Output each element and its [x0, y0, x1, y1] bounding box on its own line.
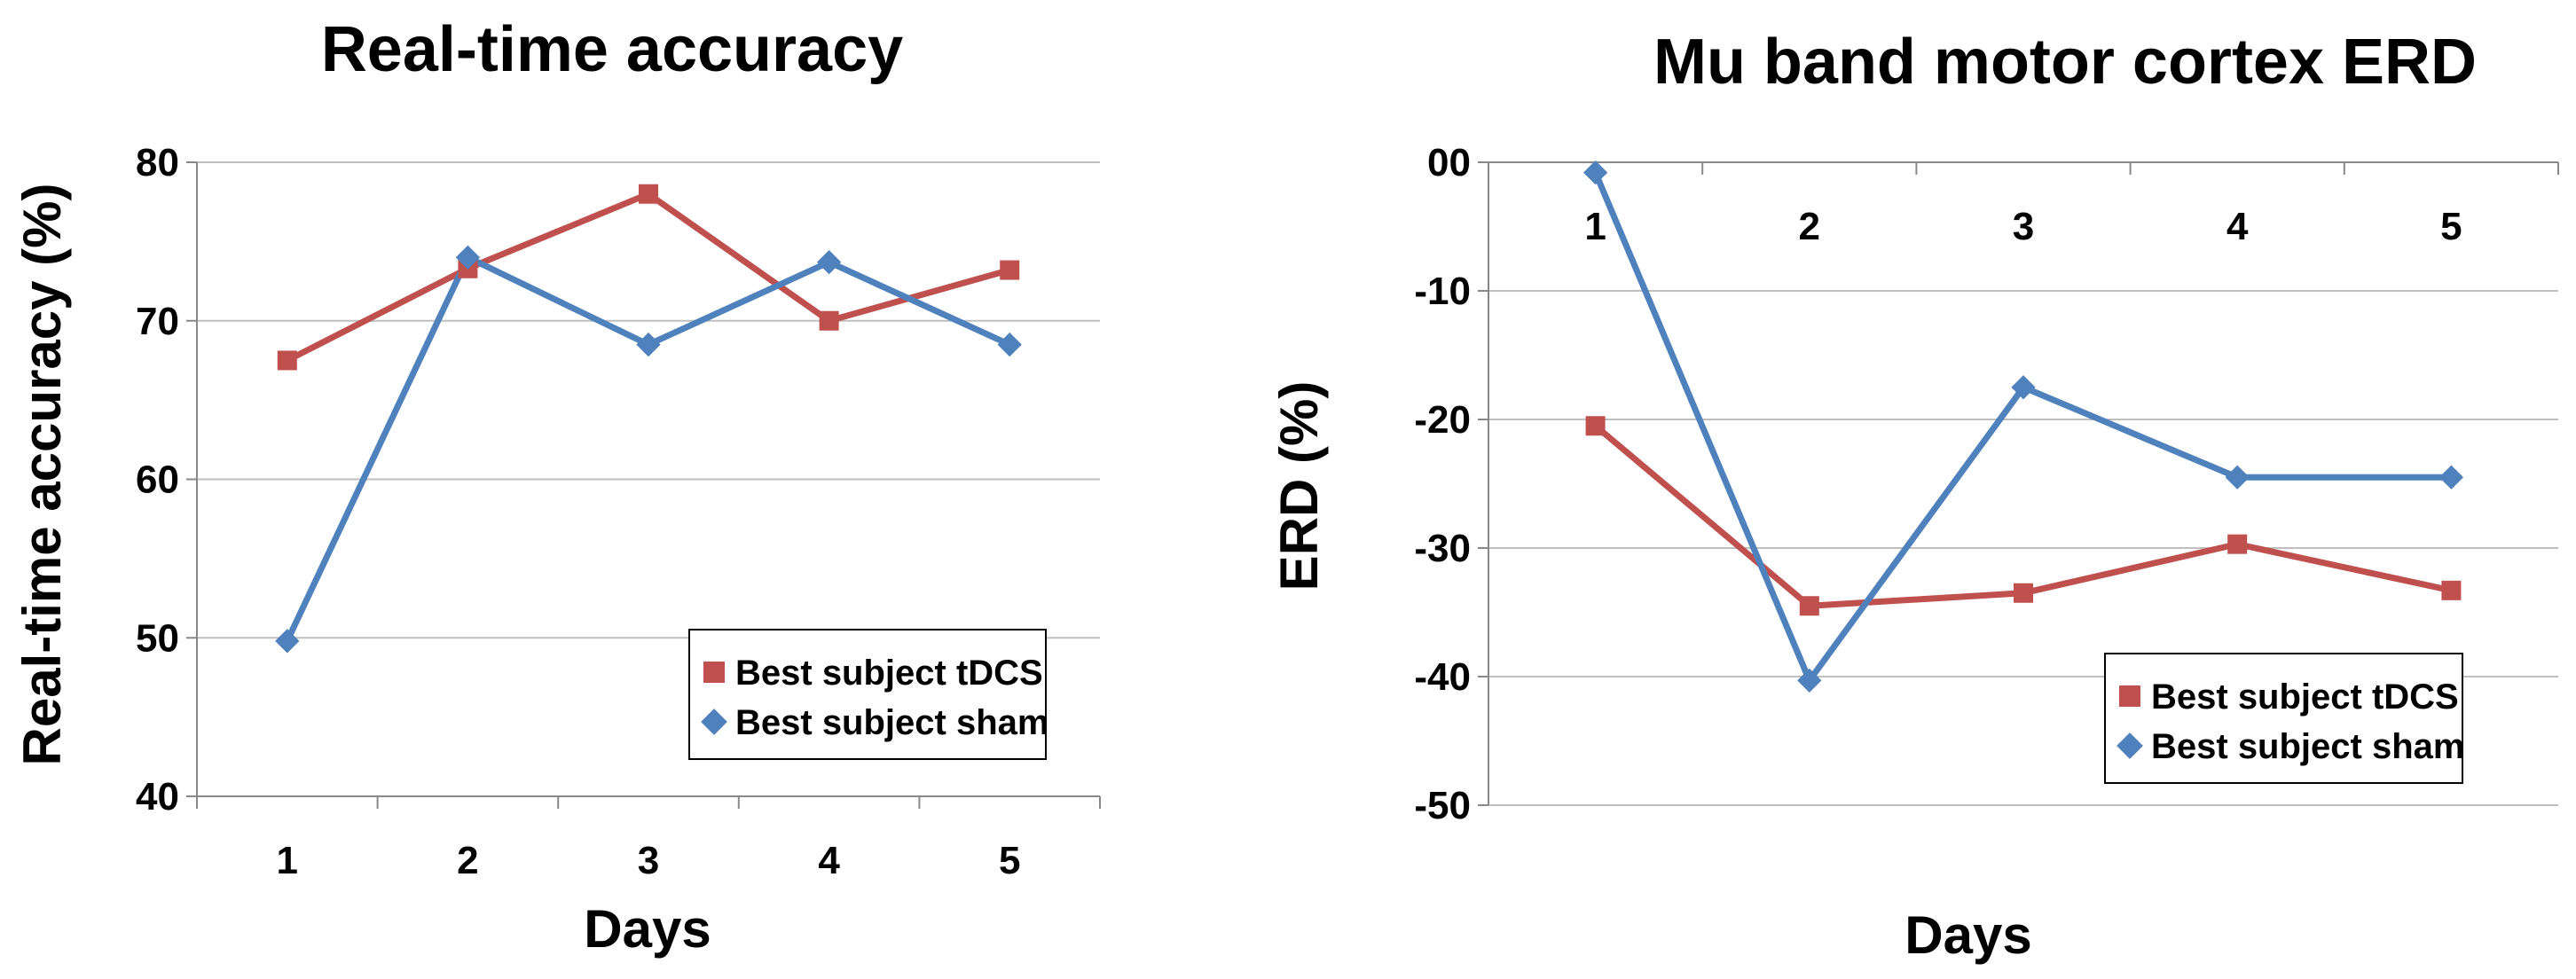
y-tick-label: 40 [136, 775, 179, 818]
data-point-tdcs [277, 350, 297, 371]
series-line-sham [1592, 171, 2452, 684]
data-point-tdcs [639, 184, 658, 204]
accuracy-chart-ylabel: Real-time accuracy (%) [12, 184, 72, 766]
data-point-sham [636, 332, 661, 357]
data-point-sham [2011, 375, 2036, 400]
accuracy-chart: Real-time accuracy Days Real-time accura… [12, 14, 1101, 959]
x-tick-label: 4 [818, 839, 840, 882]
x-tick-label: 5 [2440, 205, 2462, 248]
y-tick-label: -50 [1414, 784, 1471, 827]
data-point-sham [997, 332, 1022, 357]
data-point-tdcs [2441, 580, 2462, 600]
erd-chart-title: Mu band motor cortex ERD [1653, 27, 2477, 98]
legend-box [688, 629, 1047, 760]
y-tick-label: 50 [136, 616, 179, 660]
x-tick-label: 4 [2227, 205, 2249, 248]
legend-marker-tdcs [2119, 685, 2140, 707]
y-tick-label: -40 [1414, 655, 1471, 699]
legend-label-sham: Best subject sham [735, 703, 1048, 742]
accuracy-chart-xlabel: Days [584, 899, 711, 959]
x-tick-label: 2 [457, 839, 478, 882]
data-point-tdcs [1000, 260, 1020, 280]
legend-box [2104, 653, 2463, 784]
data-point-sham [2439, 465, 2464, 490]
x-tick-label: 3 [638, 839, 659, 882]
erd-chart: Mu band motor cortex ERD Days ERD (%) 00… [1269, 27, 2559, 965]
legend-marker-tdcs [703, 662, 725, 683]
y-tick-label: 00 [1427, 141, 1471, 184]
legend-label-tdcs: Best subject tDCS [735, 654, 1043, 693]
data-point-sham [816, 249, 842, 275]
data-point-tdcs [819, 310, 839, 331]
data-point-sham [2225, 465, 2250, 490]
data-point-sham [275, 629, 300, 654]
y-tick-label: 70 [136, 300, 179, 343]
data-point-tdcs [1799, 596, 1819, 616]
legend-marker-sham [2117, 732, 2143, 759]
data-point-sham [1797, 668, 1822, 693]
erd-chart-xlabel: Days [1905, 905, 2031, 965]
y-tick-label: -20 [1414, 398, 1471, 442]
x-tick-label: 5 [999, 839, 1020, 882]
data-point-tdcs [1585, 416, 1606, 436]
data-point-sham [1583, 160, 1608, 185]
legend-label-sham: Best subject sham [2151, 727, 2464, 766]
x-tick-label: 1 [277, 839, 298, 882]
y-tick-label: 80 [136, 141, 179, 184]
legend-label-tdcs: Best subject tDCS [2151, 677, 2459, 717]
y-tick-label: -30 [1414, 527, 1471, 570]
accuracy-chart-title: Real-time accuracy [321, 14, 903, 85]
series-line-sham [284, 254, 1011, 643]
data-point-sham [455, 245, 481, 270]
legend-marker-sham [701, 709, 727, 735]
data-point-tdcs [2014, 583, 2033, 603]
x-tick-label: 1 [1584, 205, 1606, 248]
x-tick-label: 2 [1799, 205, 1820, 248]
erd-chart-ylabel: ERD (%) [1269, 381, 1329, 591]
data-point-tdcs [2227, 534, 2248, 554]
series-line-tdcs [1593, 423, 2453, 609]
y-tick-label: 60 [136, 458, 179, 502]
x-tick-label: 3 [2013, 205, 2034, 248]
y-tick-label: -10 [1414, 270, 1471, 313]
